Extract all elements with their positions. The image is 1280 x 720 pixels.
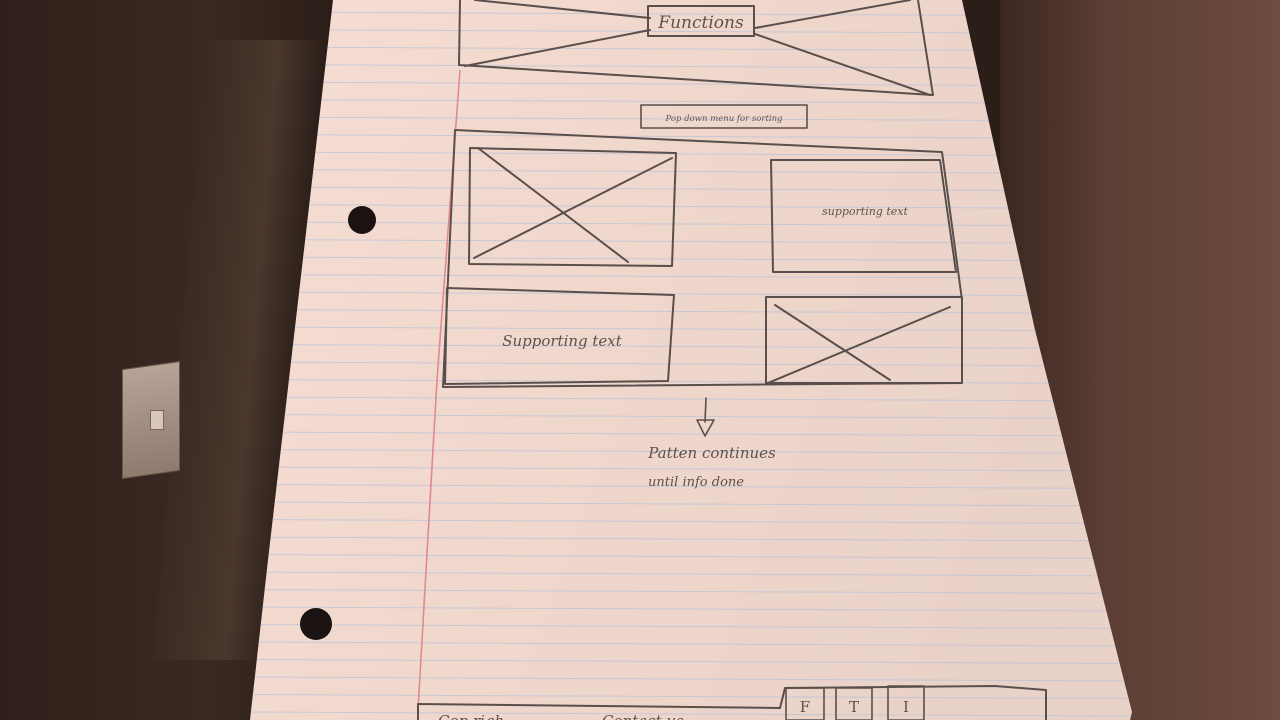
ruled-line — [250, 466, 1132, 472]
down-arrow-icon — [696, 397, 715, 437]
ruled-line — [250, 291, 1132, 297]
ruled-line — [250, 344, 1132, 349]
note-line-2: until info done — [648, 475, 744, 490]
ruled-line — [250, 239, 1132, 244]
footer-contact: Contact us — [602, 712, 684, 720]
footer-copyright: Cop righ — [438, 712, 504, 720]
ruled-line — [250, 396, 1132, 402]
footer-icon-twitter — [835, 687, 873, 720]
footer-letter-t: T — [849, 698, 859, 716]
tile-text-2 — [444, 287, 675, 385]
ruled-line — [250, 379, 1132, 384]
ruled-line — [250, 256, 1132, 262]
ruled-line — [250, 571, 1132, 577]
ruled-line — [250, 134, 1132, 139]
footer-bar — [417, 685, 1047, 720]
ruled-line — [250, 711, 1132, 717]
ruled-line — [250, 659, 1132, 664]
ruled-line — [250, 676, 1132, 682]
tile-image-2 — [765, 296, 963, 384]
ruled-line — [250, 414, 1132, 419]
functions-box — [647, 5, 755, 37]
footer-letter-f: F — [800, 698, 810, 716]
ruled-line — [250, 186, 1132, 192]
tile-text-1 — [770, 159, 957, 273]
binder-hole-top — [348, 206, 376, 234]
ruled-line — [250, 501, 1132, 507]
ruled-line — [250, 694, 1132, 699]
header-image-placeholder — [458, 0, 934, 96]
ruled-line — [250, 309, 1132, 314]
ruled-line — [250, 449, 1132, 454]
paper — [250, 0, 1132, 720]
ruled-line — [250, 326, 1132, 332]
ruled-line — [250, 554, 1132, 559]
ruled-line — [250, 536, 1132, 542]
footer-icon-instagram — [887, 685, 925, 720]
ruled-line — [250, 361, 1132, 367]
ruled-line — [250, 589, 1132, 594]
ruled-line — [250, 169, 1132, 174]
tile-image-1 — [468, 147, 677, 267]
ruled-line — [250, 221, 1132, 227]
footer-icon-facebook — [785, 687, 825, 720]
binder-hole-bottom — [300, 608, 332, 640]
dropdown-label: Pop down menu for sorting — [664, 114, 783, 124]
ruled-line — [250, 641, 1132, 647]
ruled-line — [250, 519, 1132, 524]
tile-text-2-label: Supporting text — [502, 332, 623, 350]
tile-text-1-label: supporting text — [822, 205, 908, 218]
note-line-1: Patten continues — [647, 444, 776, 462]
footer-letter-i: I — [903, 698, 909, 716]
ruled-line — [250, 274, 1132, 279]
ruled-line — [250, 151, 1132, 157]
functions-label: Functions — [657, 13, 744, 33]
ruled-line — [250, 484, 1132, 489]
dropdown-box — [640, 104, 808, 129]
ruled-line — [250, 204, 1132, 209]
light-switch-toggle — [150, 410, 164, 430]
ruled-line — [250, 624, 1132, 629]
ruled-line — [250, 431, 1132, 437]
ruled-line — [250, 606, 1132, 612]
